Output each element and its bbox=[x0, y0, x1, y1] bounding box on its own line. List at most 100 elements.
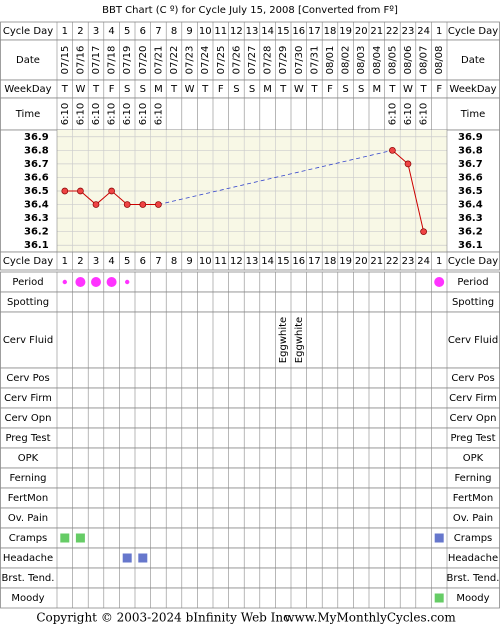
fluid-text: Eggwhite bbox=[278, 317, 289, 363]
cycle-day: 18 bbox=[324, 26, 337, 37]
date: 07/18 bbox=[107, 46, 118, 75]
row-label: Cerv Firm bbox=[4, 393, 52, 404]
row-cell bbox=[0, 547, 500, 569]
row-cell bbox=[0, 291, 500, 313]
cycle-day: 4 bbox=[108, 256, 114, 267]
fluid-text: Eggwhite bbox=[294, 317, 305, 363]
row-label: Ferning bbox=[454, 473, 491, 484]
period-dot bbox=[91, 277, 101, 287]
date: 07/23 bbox=[185, 46, 196, 75]
cycle-day: 7 bbox=[155, 256, 161, 267]
cycle-day: 3 bbox=[93, 256, 99, 267]
cycle-day: 19 bbox=[339, 26, 352, 37]
period-dot bbox=[75, 277, 86, 287]
date: 07/19 bbox=[122, 46, 133, 75]
weekday: W bbox=[294, 84, 304, 95]
y-tick-label: 36.9 bbox=[24, 132, 49, 143]
weekday: T bbox=[92, 84, 100, 95]
time: 6:10 bbox=[60, 103, 71, 125]
cycle-day: 1 bbox=[62, 26, 68, 37]
cycle-day: 11 bbox=[214, 256, 227, 267]
date: 07/21 bbox=[153, 46, 164, 75]
row-label: Date bbox=[16, 55, 40, 66]
row-label: Ov. Pain bbox=[8, 513, 48, 524]
cycle-day: 14 bbox=[261, 26, 274, 37]
cycle-day: 12 bbox=[230, 256, 243, 267]
row-label: WeekDay bbox=[4, 84, 51, 95]
period-dot bbox=[434, 277, 445, 287]
row-label: Headache bbox=[3, 553, 53, 564]
cycle-day: 1 bbox=[62, 256, 68, 267]
cycle-day: 8 bbox=[171, 26, 177, 37]
cycle-day: 23 bbox=[402, 256, 415, 267]
row-label: Ov. Pain bbox=[453, 513, 493, 524]
weekday: W bbox=[75, 84, 85, 95]
weekday: W bbox=[403, 84, 413, 95]
date: 07/28 bbox=[263, 46, 274, 75]
cycle-day: 13 bbox=[246, 256, 259, 267]
date: 07/17 bbox=[91, 46, 102, 75]
copyright: Copyright © 2003-2024 bInfinity Web Inc. bbox=[36, 611, 293, 625]
row-label: Cerv Pos bbox=[451, 373, 494, 384]
row-label: FertMon bbox=[8, 493, 48, 504]
row-label: Cerv Fluid bbox=[448, 335, 498, 346]
weekday: T bbox=[279, 84, 287, 95]
cycle-day: 22 bbox=[386, 256, 399, 267]
row-cell bbox=[0, 387, 500, 409]
row-label: WeekDay bbox=[449, 84, 496, 95]
cycle-day: 8 bbox=[171, 256, 177, 267]
cycle-day: 3 bbox=[93, 26, 99, 37]
cycle-day: 21 bbox=[370, 26, 383, 37]
weekday: M bbox=[372, 84, 381, 95]
row-label: Time bbox=[15, 109, 40, 120]
weekday: T bbox=[420, 84, 428, 95]
cycle-day: 11 bbox=[214, 26, 227, 37]
y-tick-label: 36.9 bbox=[458, 132, 483, 143]
cycle-day: 17 bbox=[308, 26, 321, 37]
weekday: S bbox=[358, 84, 364, 95]
y-tick-label: 36.4 bbox=[24, 200, 49, 211]
chart-title: BBT Chart (C º) for Cycle July 15, 2008 … bbox=[102, 5, 398, 16]
y-tick-label: 36.6 bbox=[458, 172, 483, 183]
cycle-day: 6 bbox=[140, 256, 146, 267]
row-label: Cerv Opn bbox=[5, 413, 52, 424]
row-label: Cycle Day bbox=[3, 256, 53, 267]
row-label: OPK bbox=[463, 453, 484, 464]
time: 6:10 bbox=[153, 103, 164, 125]
row-label: Brst. Tend. bbox=[447, 573, 500, 584]
y-tick-label: 36.1 bbox=[24, 240, 49, 251]
y-tick-label: 36.3 bbox=[458, 213, 483, 224]
row-label: Brst. Tend. bbox=[2, 573, 55, 584]
date: 07/26 bbox=[231, 46, 242, 75]
row-cell bbox=[0, 311, 500, 369]
row-label: Cycle Day bbox=[448, 26, 498, 37]
cycle-day: 6 bbox=[140, 26, 146, 37]
row-cell bbox=[0, 487, 500, 509]
row-label: Spotting bbox=[452, 297, 494, 308]
date: 08/04 bbox=[372, 46, 383, 75]
temp-point bbox=[389, 146, 396, 154]
y-tick-label: 36.8 bbox=[24, 145, 49, 156]
cycle-day: 16 bbox=[292, 256, 305, 267]
weekday: T bbox=[388, 84, 396, 95]
row-label: OPK bbox=[18, 453, 39, 464]
date: 08/05 bbox=[387, 46, 398, 75]
row-label: Ferning bbox=[9, 473, 46, 484]
cycle-day: 24 bbox=[417, 26, 430, 37]
y-tick-label: 36.5 bbox=[24, 186, 49, 197]
cycle-day: 13 bbox=[246, 26, 259, 37]
row-cell bbox=[0, 39, 500, 81]
cycle-day: 18 bbox=[324, 256, 337, 267]
temp-point bbox=[77, 187, 84, 195]
row-label: Moody bbox=[11, 593, 44, 604]
symptom-box bbox=[138, 553, 148, 563]
cycle-day: 2 bbox=[77, 26, 83, 37]
y-tick-label: 36.7 bbox=[24, 159, 49, 170]
cycle-day: 9 bbox=[186, 256, 192, 267]
row-cell bbox=[0, 447, 500, 469]
y-tick-label: 36.2 bbox=[458, 227, 483, 238]
temp-point bbox=[155, 201, 162, 208]
row-cell bbox=[0, 407, 500, 429]
site: www.MyMonthlyCycles.com bbox=[284, 611, 456, 625]
